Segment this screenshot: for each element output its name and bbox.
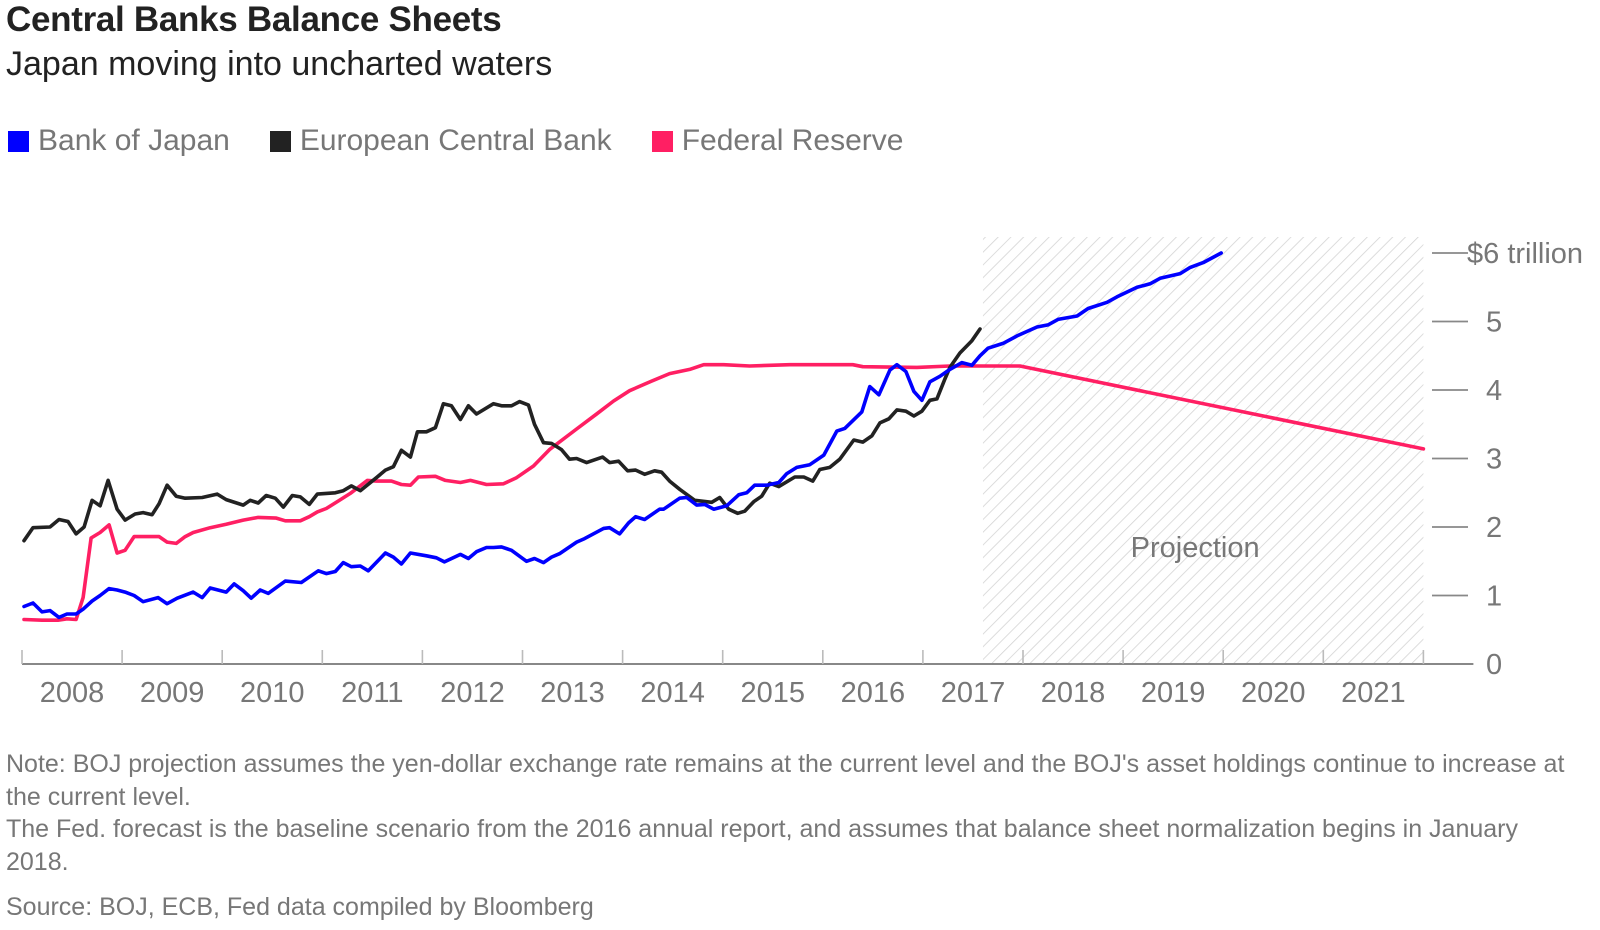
y-tick-label: 1 <box>1486 581 1502 613</box>
series-line-bank-of-japan <box>22 251 1223 620</box>
y-tick-label: 0 <box>1486 649 1502 681</box>
x-tick-label: 2017 <box>941 677 1006 709</box>
legend-item-boj: Bank of Japan <box>8 124 230 158</box>
y-tick-label: 3 <box>1486 444 1502 476</box>
projection-area <box>982 237 1424 664</box>
legend-swatch-ecb <box>269 130 291 152</box>
y-tick-label: 4 <box>1486 375 1502 407</box>
x-tick-label: 2015 <box>740 677 805 709</box>
x-tick-label: 2021 <box>1341 677 1406 709</box>
series-line-federal-reserve <box>22 362 1426 622</box>
x-tick-label: 2016 <box>841 677 906 709</box>
x-tick-label: 2013 <box>540 677 605 709</box>
x-tick-label: 2018 <box>1041 677 1106 709</box>
legend-item-fed: Federal Reserve <box>651 124 904 158</box>
series-line-european-central-bank <box>22 327 982 543</box>
legend: Bank of Japan European Central Bank Fede… <box>8 124 943 158</box>
x-tick-label: 2008 <box>40 677 105 709</box>
y-tick-label: 5 <box>1486 307 1502 339</box>
projection-label: Projection <box>1131 532 1260 564</box>
note-fed: The Fed. forecast is the baseline scenar… <box>6 815 1518 876</box>
legend-swatch-fed <box>651 130 673 152</box>
legend-swatch-boj <box>8 130 29 152</box>
chart-subtitle: Japan moving into uncharted waters <box>6 45 553 83</box>
x-tick-label: 2014 <box>640 677 705 709</box>
chart-notes: Note: BOJ projection assumes the yen-dol… <box>6 748 1566 878</box>
chart-source: Source: BOJ, ECB, Fed data compiled by B… <box>6 893 594 921</box>
x-tick-label: 2009 <box>140 677 205 709</box>
chart-title: Central Banks Balance Sheets <box>6 0 502 39</box>
x-tick-label: 2020 <box>1241 677 1306 709</box>
x-tick-label: 2010 <box>240 677 305 709</box>
note-boj: Note: BOJ projection assumes the yen-dol… <box>6 750 1565 811</box>
x-tick-label: 2019 <box>1141 677 1206 709</box>
y-tick-label: 2 <box>1486 512 1502 544</box>
legend-item-ecb: European Central Bank <box>269 124 612 158</box>
x-tick-label: 2012 <box>440 677 505 709</box>
legend-label-ecb: European Central Bank <box>299 124 612 157</box>
x-tick-label: 2011 <box>341 677 403 709</box>
legend-label-boj: Bank of Japan <box>38 124 230 157</box>
y-tick-label: $6 trillion <box>1467 238 1583 270</box>
legend-label-fed: Federal Reserve <box>681 124 904 157</box>
